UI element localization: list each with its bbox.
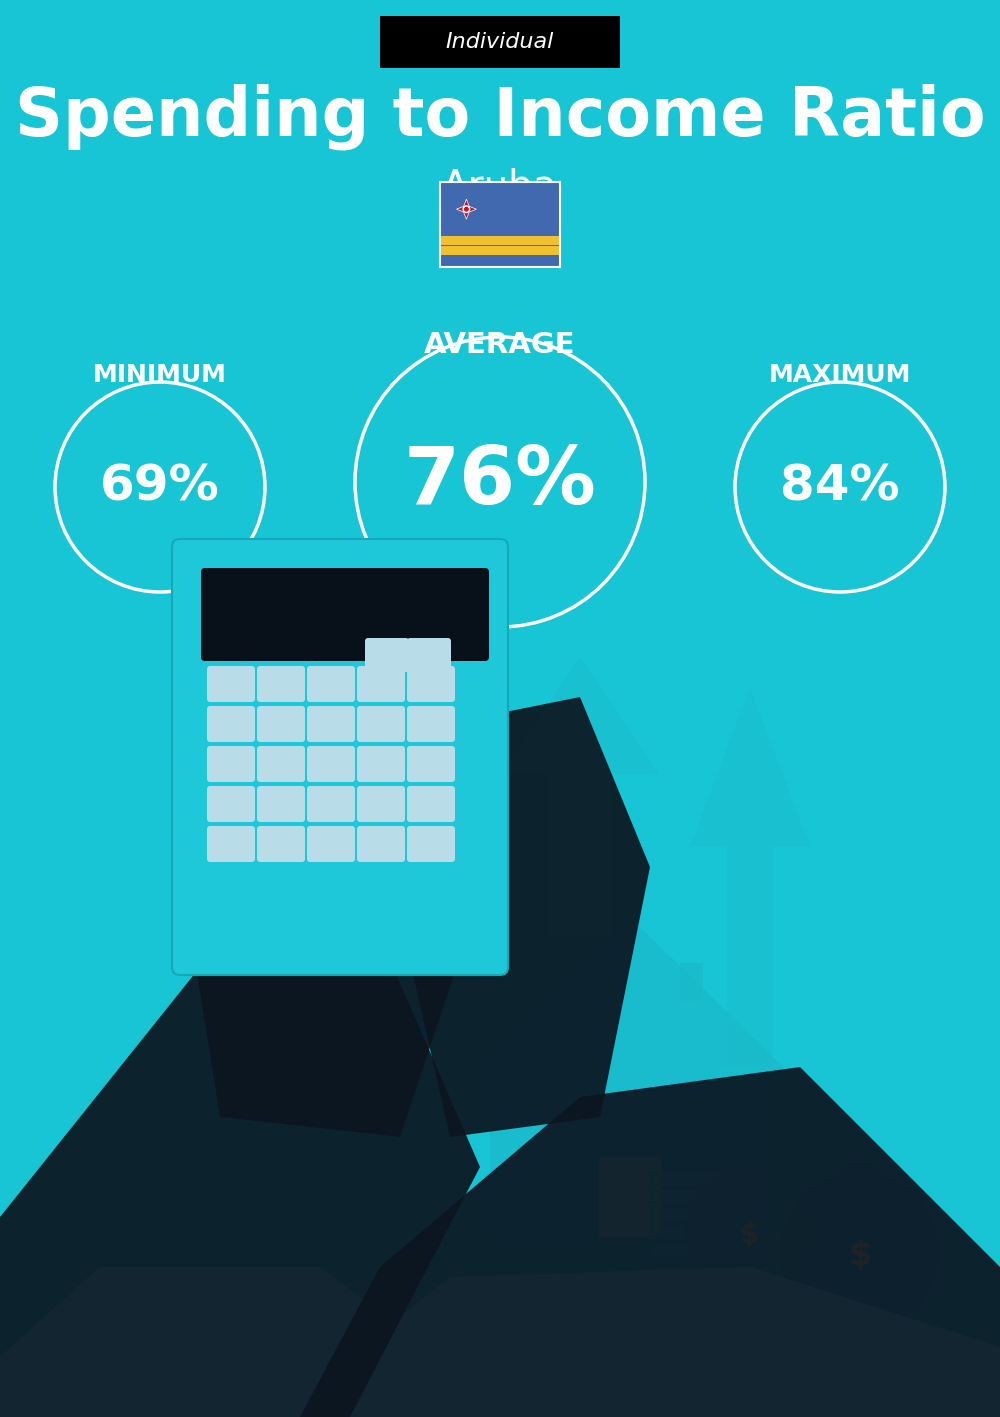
Polygon shape <box>180 638 480 1136</box>
Polygon shape <box>456 200 476 220</box>
FancyBboxPatch shape <box>307 745 355 782</box>
FancyBboxPatch shape <box>257 666 305 701</box>
FancyBboxPatch shape <box>201 568 489 660</box>
FancyBboxPatch shape <box>307 706 355 743</box>
FancyBboxPatch shape <box>380 16 620 68</box>
Circle shape <box>780 1172 940 1332</box>
Text: MINIMUM: MINIMUM <box>93 363 227 387</box>
Polygon shape <box>550 775 610 937</box>
FancyBboxPatch shape <box>307 826 355 862</box>
FancyBboxPatch shape <box>207 745 255 782</box>
Bar <box>650 1207 770 1221</box>
FancyBboxPatch shape <box>407 666 455 701</box>
FancyBboxPatch shape <box>257 786 305 822</box>
Bar <box>440 237 560 245</box>
FancyBboxPatch shape <box>207 826 255 862</box>
Polygon shape <box>359 852 401 966</box>
Text: MAXIMUM: MAXIMUM <box>769 363 911 387</box>
FancyBboxPatch shape <box>257 826 305 862</box>
FancyBboxPatch shape <box>257 745 305 782</box>
Circle shape <box>685 1168 815 1297</box>
Bar <box>440 247 560 255</box>
Text: $: $ <box>848 1240 872 1272</box>
Text: AVERAGE: AVERAGE <box>424 332 576 359</box>
Polygon shape <box>473 917 787 1071</box>
FancyBboxPatch shape <box>307 666 355 701</box>
Bar <box>650 1170 770 1185</box>
Polygon shape <box>400 697 650 1136</box>
Bar <box>599 1158 661 1237</box>
Bar <box>440 181 560 266</box>
FancyBboxPatch shape <box>207 706 255 743</box>
FancyBboxPatch shape <box>257 706 305 743</box>
FancyBboxPatch shape <box>207 666 255 701</box>
Bar <box>650 1226 770 1238</box>
Circle shape <box>464 207 469 211</box>
FancyBboxPatch shape <box>357 786 405 822</box>
Ellipse shape <box>739 1159 761 1175</box>
Text: 84%: 84% <box>780 463 900 512</box>
FancyBboxPatch shape <box>357 826 405 862</box>
FancyBboxPatch shape <box>365 638 409 672</box>
Polygon shape <box>490 1071 770 1237</box>
Bar <box>440 181 560 266</box>
Polygon shape <box>325 767 435 852</box>
Circle shape <box>462 205 470 213</box>
Polygon shape <box>300 1267 1000 1417</box>
FancyBboxPatch shape <box>357 666 405 701</box>
Polygon shape <box>300 1067 1000 1417</box>
FancyBboxPatch shape <box>357 706 405 743</box>
Bar <box>650 1189 770 1203</box>
FancyBboxPatch shape <box>407 638 451 672</box>
Text: 76%: 76% <box>404 444 596 521</box>
Polygon shape <box>500 657 660 775</box>
FancyBboxPatch shape <box>357 745 405 782</box>
FancyBboxPatch shape <box>172 538 508 975</box>
Text: Individual: Individual <box>446 33 554 52</box>
Bar <box>650 1243 770 1257</box>
Ellipse shape <box>846 1162 874 1182</box>
Text: $: $ <box>740 1221 760 1250</box>
Text: 69%: 69% <box>100 463 220 512</box>
FancyBboxPatch shape <box>407 786 455 822</box>
Polygon shape <box>0 937 480 1417</box>
FancyBboxPatch shape <box>407 745 455 782</box>
FancyBboxPatch shape <box>307 786 355 822</box>
Text: Aruba: Aruba <box>442 169 558 205</box>
FancyBboxPatch shape <box>407 826 455 862</box>
FancyBboxPatch shape <box>207 786 255 822</box>
Polygon shape <box>680 964 703 1002</box>
Polygon shape <box>0 1267 400 1417</box>
Polygon shape <box>727 846 773 1067</box>
Polygon shape <box>690 687 810 846</box>
Text: Spending to Income Ratio: Spending to Income Ratio <box>15 84 985 150</box>
FancyBboxPatch shape <box>407 706 455 743</box>
